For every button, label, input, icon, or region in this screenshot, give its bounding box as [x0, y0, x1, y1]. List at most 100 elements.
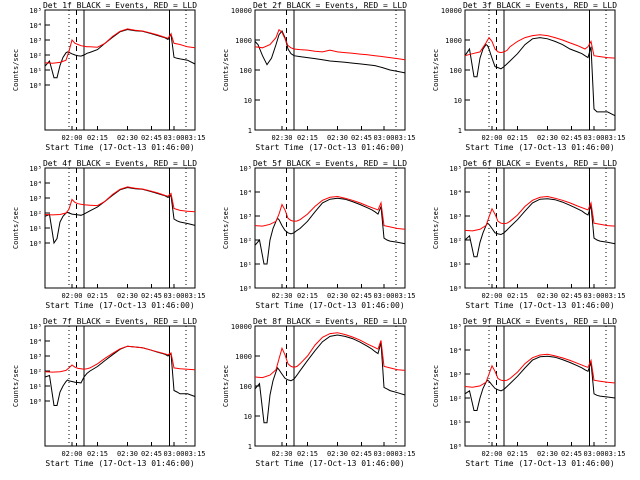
- chart-panel-1: Det 1f BLACK = Events, RED = LLD Start Ti…: [12, 1, 206, 152]
- chart-title: Det 9f BLACK = Events, RED = LLD: [463, 317, 617, 326]
- y-axis-label: Counts/sec: [12, 207, 20, 249]
- chart-panel-4: Det 4f BLACK = Events, RED = LLD Start Ti…: [12, 159, 206, 310]
- x-tick-label: 02:00: [61, 292, 82, 300]
- x-axis-label: Start Time (17-Oct-13 01:46:00): [255, 459, 404, 468]
- y-tick-label: 10²: [29, 210, 42, 218]
- y-tick-label: 10³: [29, 37, 42, 45]
- x-tick-label: 02:30: [537, 134, 558, 142]
- y-tick-label: 10000: [441, 7, 462, 15]
- chart-panel-9: Det 9f BLACK = Events, RED = LLD Start Ti…: [432, 317, 626, 468]
- y-tick-label: 10¹: [449, 419, 462, 427]
- x-tick-label: 02:15: [507, 134, 528, 142]
- y-tick-label: 10²: [449, 237, 462, 245]
- plot-frame: [44, 9, 196, 131]
- y-tick-label: 10⁵: [29, 323, 42, 331]
- chart-title: Det 2f BLACK = Events, RED = LLD: [253, 1, 407, 10]
- series-line-events: [44, 186, 196, 245]
- x-tick-label: 02:45: [141, 134, 162, 142]
- x-tick-label: 02:45: [351, 450, 372, 458]
- plot-frame: [254, 167, 406, 289]
- y-tick-label: 10⁵: [29, 7, 42, 15]
- x-tick-label: 02:00: [481, 134, 502, 142]
- y-tick-label: 10⁰: [239, 285, 252, 293]
- x-tick-label: 03:15: [604, 134, 625, 142]
- series-line-lld: [254, 28, 406, 61]
- x-tick-label: 02:45: [141, 450, 162, 458]
- y-tick-label: 10⁵: [29, 165, 42, 173]
- y-tick-label: 1000: [235, 353, 252, 361]
- x-tick-label: 02:15: [87, 292, 108, 300]
- chart-title: Det 7f BLACK = Events, RED = LLD: [43, 317, 197, 326]
- y-tick-label: 10³: [449, 213, 462, 221]
- series-line-lld: [254, 195, 406, 230]
- chart-panel-6: Det 6f BLACK = Events, RED = LLD Start Ti…: [432, 159, 626, 310]
- series-line-lld: [464, 353, 616, 388]
- x-tick-label: 02:30: [271, 134, 292, 142]
- y-tick-label: 10⁰: [29, 398, 42, 406]
- x-tick-label: 02:30: [271, 292, 292, 300]
- y-tick-label: 10⁰: [29, 82, 42, 90]
- x-axis-label: Start Time (17-Oct-13 01:46:00): [45, 301, 194, 310]
- series-line-lld: [464, 195, 616, 232]
- x-axis-label: Start Time (17-Oct-13 01:46:00): [465, 143, 614, 152]
- y-tick-label: 10⁰: [29, 240, 42, 248]
- chart-panel-3: Det 3f BLACK = Events, RED = LLD Start Ti…: [432, 1, 626, 152]
- x-tick-label: 03:00: [373, 134, 394, 142]
- y-tick-label: 10⁴: [29, 22, 42, 30]
- x-tick-label: 03:00: [583, 292, 604, 300]
- series-line-events: [254, 334, 406, 424]
- y-tick-label: 10³: [29, 353, 42, 361]
- y-tick-label: 10³: [449, 371, 462, 379]
- series-line-lld: [254, 332, 406, 379]
- x-tick-label: 03:00: [583, 134, 604, 142]
- x-tick-label: 03:00: [373, 450, 394, 458]
- x-axis-label: Start Time (17-Oct-13 01:46:00): [45, 459, 194, 468]
- y-tick-label: 10⁴: [29, 180, 42, 188]
- x-axis-label: Start Time (17-Oct-13 01:46:00): [255, 301, 404, 310]
- chart-title: Det 3f BLACK = Events, RED = LLD: [463, 1, 617, 10]
- x-tick-label: 02:45: [561, 292, 582, 300]
- x-tick-label: 02:15: [297, 292, 318, 300]
- x-tick-label: 02:00: [481, 292, 502, 300]
- y-axis-label: Counts/sec: [222, 365, 230, 407]
- y-tick-label: 10³: [239, 213, 252, 221]
- plot-frame: [44, 167, 196, 289]
- plot-frame: [44, 325, 196, 447]
- series-line-lld: [464, 34, 616, 59]
- x-tick-label: 03:15: [604, 292, 625, 300]
- y-tick-label: 100: [449, 67, 462, 75]
- y-tick-label: 10: [454, 97, 462, 105]
- x-tick-label: 03:00: [583, 450, 604, 458]
- y-tick-label: 10: [244, 413, 252, 421]
- y-tick-label: 10¹: [29, 383, 42, 391]
- chart-panel-2: Det 2f BLACK = Events, RED = LLD Start Ti…: [222, 1, 416, 152]
- x-tick-label: 03:00: [163, 134, 184, 142]
- series-line-events: [254, 30, 406, 74]
- chart-title: Det 4f BLACK = Events, RED = LLD: [43, 159, 197, 168]
- y-tick-label: 10⁵: [449, 165, 462, 173]
- y-axis-label: Counts/sec: [432, 49, 440, 91]
- chart-title: Det 6f BLACK = Events, RED = LLD: [463, 159, 617, 168]
- y-tick-label: 10¹: [449, 261, 462, 269]
- x-tick-label: 02:15: [297, 450, 318, 458]
- x-tick-label: 02:15: [507, 450, 528, 458]
- x-tick-label: 02:45: [141, 292, 162, 300]
- y-axis-label: Counts/sec: [222, 207, 230, 249]
- x-tick-label: 03:15: [184, 134, 205, 142]
- y-tick-label: 10000: [231, 323, 252, 331]
- series-line-events: [464, 198, 616, 258]
- chart-panel-5: Det 5f BLACK = Events, RED = LLD Start Ti…: [222, 159, 416, 310]
- x-tick-label: 02:45: [351, 292, 372, 300]
- chart-panel-7: Det 7f BLACK = Events, RED = LLD Start Ti…: [12, 317, 206, 468]
- y-tick-label: 100: [239, 383, 252, 391]
- x-axis-label: Start Time (17-Oct-13 01:46:00): [465, 459, 614, 468]
- x-tick-label: 02:30: [117, 134, 138, 142]
- y-tick-label: 1: [458, 127, 462, 135]
- series-line-events: [44, 345, 196, 406]
- y-tick-label: 1: [248, 443, 252, 451]
- x-tick-label: 02:15: [87, 134, 108, 142]
- x-tick-label: 02:30: [537, 450, 558, 458]
- y-tick-label: 10⁴: [449, 347, 462, 355]
- y-axis-label: Counts/sec: [432, 365, 440, 407]
